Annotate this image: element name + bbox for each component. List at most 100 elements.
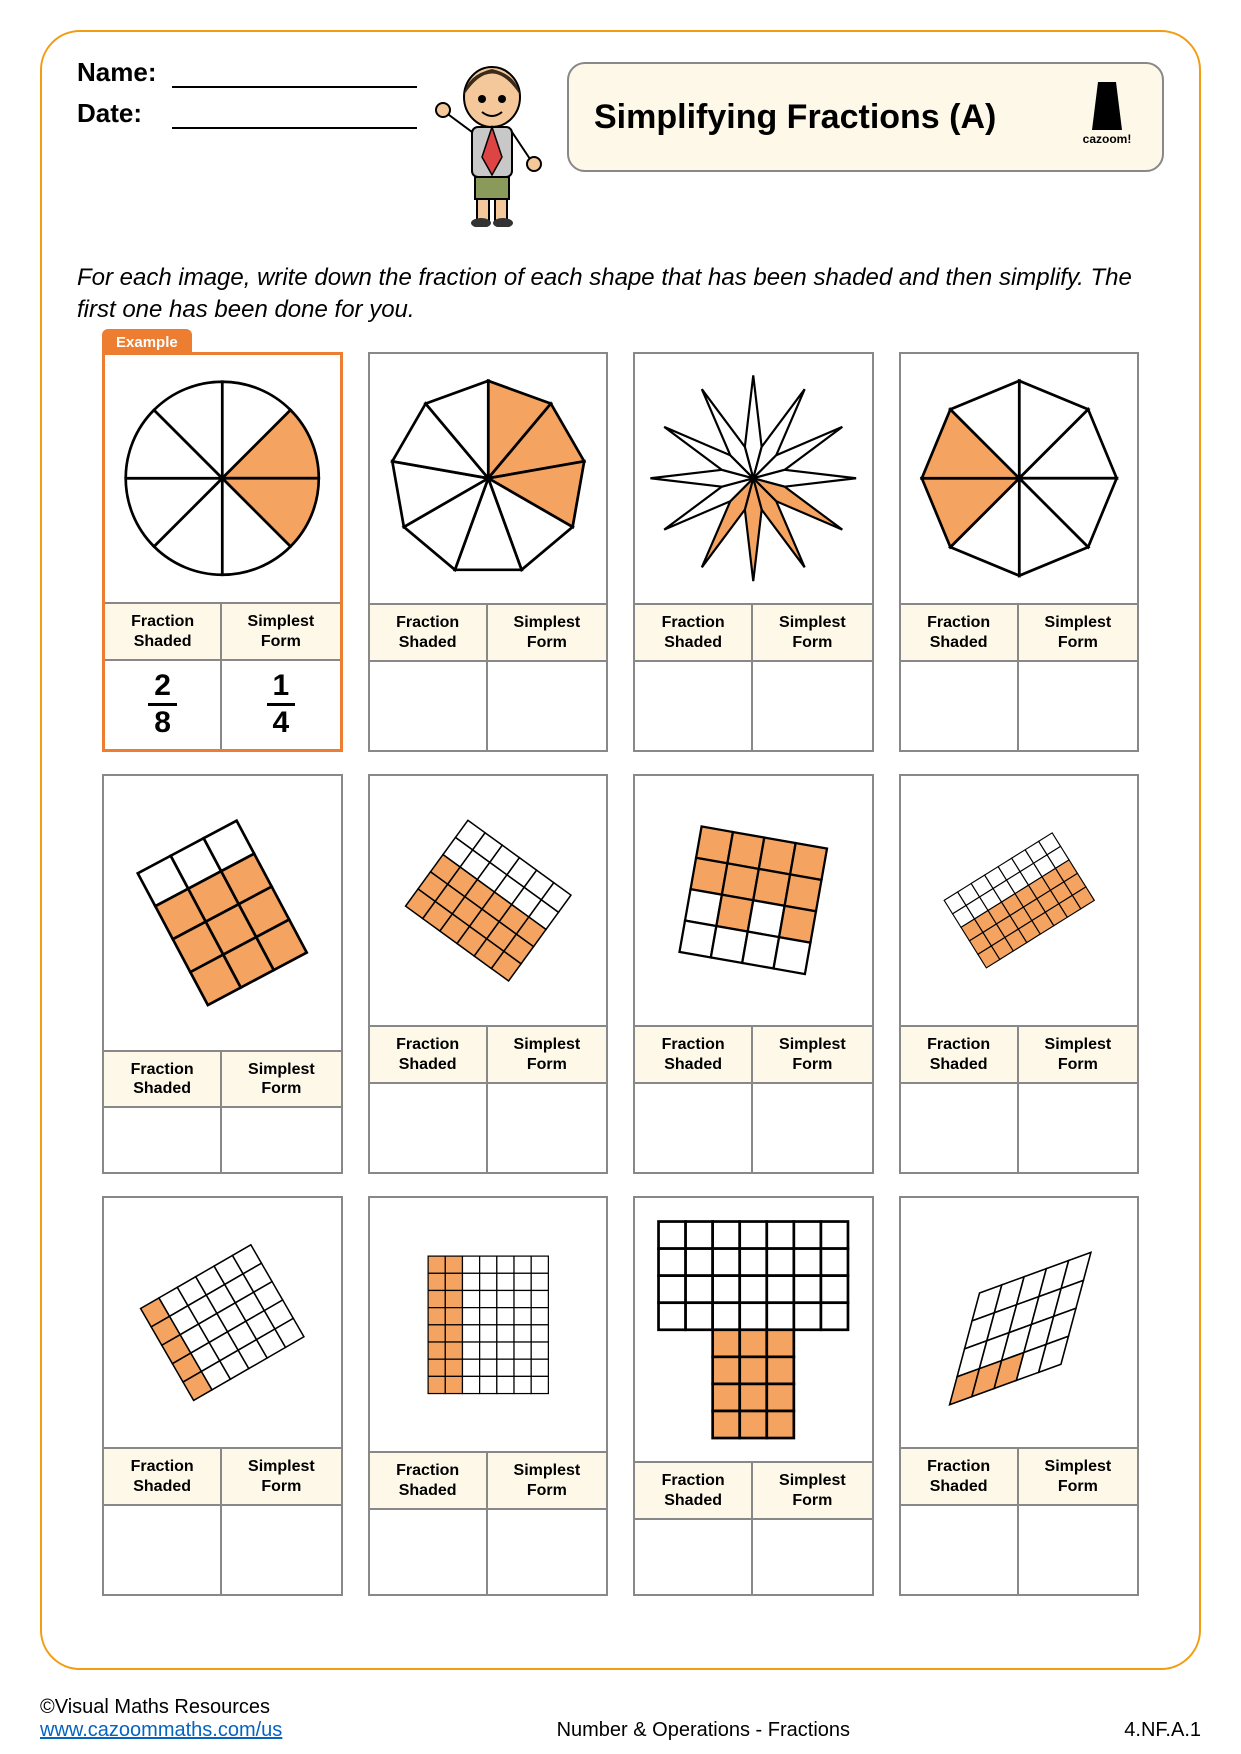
answer-row <box>901 660 1138 750</box>
logo-text: cazoom! <box>1077 132 1137 146</box>
fraction-shaded-header: FractionShaded <box>901 1449 1019 1503</box>
footer-left: ©Visual Maths Resources www.cazoommaths.… <box>40 1696 282 1742</box>
fraction-shaded-header: FractionShaded <box>370 605 488 659</box>
column-headers: FractionShaded SimplestForm <box>370 1451 607 1507</box>
problem-card: FractionShaded SimplestForm <box>633 774 874 1174</box>
problem-grid: Example FractionShaded SimplestForm 28 1… <box>77 352 1164 1596</box>
problem-card: FractionShaded SimplestForm <box>102 1196 343 1596</box>
shape-figure <box>635 776 872 1026</box>
simplest-form-header: SimplestForm <box>222 1052 340 1106</box>
copyright-text: ©Visual Maths Resources <box>40 1696 282 1719</box>
footer-link[interactable]: www.cazoommaths.com/us <box>40 1719 282 1741</box>
column-headers: FractionShaded SimplestForm <box>104 1447 341 1503</box>
simplest-form-answer[interactable] <box>753 1520 871 1594</box>
fraction-shaded-header: FractionShaded <box>104 1052 222 1106</box>
column-headers: FractionShaded SimplestForm <box>635 1461 872 1517</box>
fraction-shaded-answer[interactable] <box>370 662 488 750</box>
problem-card: Example FractionShaded SimplestForm 28 1… <box>102 352 343 752</box>
simplest-form-header: SimplestForm <box>222 604 339 658</box>
simplest-form-header: SimplestForm <box>1019 1449 1137 1503</box>
problem-card: FractionShaded SimplestForm <box>633 352 874 752</box>
fraction-shaded-answer[interactable] <box>901 662 1019 750</box>
simplest-form-answer[interactable] <box>488 662 606 750</box>
simplest-form-answer[interactable] <box>488 1084 606 1172</box>
fraction-shaded-answer[interactable] <box>635 662 753 750</box>
problem-card: FractionShaded SimplestForm <box>368 774 609 1174</box>
answer-row <box>370 1508 607 1594</box>
title-box: Simplifying Fractions (A) cazoom! <box>567 62 1164 172</box>
column-headers: FractionShaded SimplestForm <box>370 1025 607 1081</box>
fraction-shaded-header: FractionShaded <box>370 1453 488 1507</box>
fraction-shaded-header: FractionShaded <box>901 1027 1019 1081</box>
fraction-shaded-answer[interactable] <box>370 1510 488 1594</box>
shape-figure <box>901 776 1138 1026</box>
worksheet-title: Simplifying Fractions (A) <box>594 98 996 137</box>
simplest-form-header: SimplestForm <box>488 605 606 659</box>
fraction-shaded-answer[interactable] <box>370 1084 488 1172</box>
shape-figure <box>104 1198 341 1448</box>
simplest-form-answer[interactable] <box>1019 1084 1137 1172</box>
column-headers: FractionShaded SimplestForm <box>901 603 1138 659</box>
column-headers: FractionShaded SimplestForm <box>901 1447 1138 1503</box>
answer-row: 28 14 <box>105 659 340 749</box>
simplest-form-answer[interactable] <box>222 1506 340 1594</box>
answer-row <box>901 1504 1138 1594</box>
shape-figure <box>370 1198 607 1452</box>
simplest-form-answer[interactable] <box>1019 1506 1137 1594</box>
fraction-shaded-answer[interactable] <box>104 1108 222 1172</box>
footer-standard: 4.NF.A.1 <box>1124 1719 1201 1742</box>
fraction-shaded-answer[interactable] <box>635 1084 753 1172</box>
fraction-shaded-answer[interactable] <box>104 1506 222 1594</box>
date-input-line[interactable] <box>172 103 417 129</box>
fraction-shaded-answer[interactable] <box>901 1506 1019 1594</box>
fraction-shaded-answer[interactable]: 28 <box>105 661 222 749</box>
simplest-form-answer[interactable] <box>222 1108 340 1172</box>
problem-card: FractionShaded SimplestForm <box>899 774 1140 1174</box>
answer-row <box>635 660 872 750</box>
problem-card: FractionShaded SimplestForm <box>899 352 1140 752</box>
shape-figure <box>635 354 872 604</box>
name-label: Name: <box>77 57 172 88</box>
name-date-block: Name: Date: <box>77 57 417 139</box>
simplest-form-answer[interactable] <box>1019 662 1137 750</box>
simplest-form-answer[interactable] <box>753 662 871 750</box>
fraction-shaded-header: FractionShaded <box>901 605 1019 659</box>
simplest-form-answer[interactable] <box>488 1510 606 1594</box>
column-headers: FractionShaded SimplestForm <box>105 602 340 658</box>
problem-card: FractionShaded SimplestForm <box>899 1196 1140 1596</box>
name-input-line[interactable] <box>172 62 417 88</box>
fraction-shaded-answer[interactable] <box>635 1520 753 1594</box>
shape-figure <box>901 354 1138 604</box>
simplest-form-header: SimplestForm <box>753 605 871 659</box>
content-frame: Name: Date: <box>40 30 1201 1670</box>
answer-row <box>370 1082 607 1172</box>
answer-row <box>901 1082 1138 1172</box>
simplest-form-header: SimplestForm <box>488 1453 606 1507</box>
shape-figure <box>370 776 607 1026</box>
column-headers: FractionShaded SimplestForm <box>635 603 872 659</box>
date-label: Date: <box>77 98 172 129</box>
answer-row <box>370 660 607 750</box>
simplest-form-answer[interactable]: 14 <box>222 661 339 749</box>
problem-card: FractionShaded SimplestForm <box>368 1196 609 1596</box>
problem-card: FractionShaded SimplestForm <box>102 774 343 1174</box>
answer-row <box>104 1106 341 1172</box>
problem-card: FractionShaded SimplestForm <box>368 352 609 752</box>
column-headers: FractionShaded SimplestForm <box>635 1025 872 1081</box>
simplest-form-header: SimplestForm <box>753 1027 871 1081</box>
header: Name: Date: <box>77 57 1164 227</box>
simplest-form-header: SimplestForm <box>1019 1027 1137 1081</box>
fraction-shaded-answer[interactable] <box>901 1084 1019 1172</box>
answer-row <box>635 1082 872 1172</box>
shape-figure <box>104 776 341 1050</box>
instructions-text: For each image, write down the fraction … <box>77 262 1164 327</box>
shape-figure <box>901 1198 1138 1448</box>
simplest-form-header: SimplestForm <box>222 1449 340 1503</box>
answer-row <box>104 1504 341 1594</box>
column-headers: FractionShaded SimplestForm <box>370 603 607 659</box>
footer-center: Number & Operations - Fractions <box>557 1719 850 1742</box>
mascot-illustration <box>427 57 557 227</box>
fraction-shaded-header: FractionShaded <box>105 604 222 658</box>
page-footer: ©Visual Maths Resources www.cazoommaths.… <box>40 1696 1201 1742</box>
simplest-form-answer[interactable] <box>753 1084 871 1172</box>
